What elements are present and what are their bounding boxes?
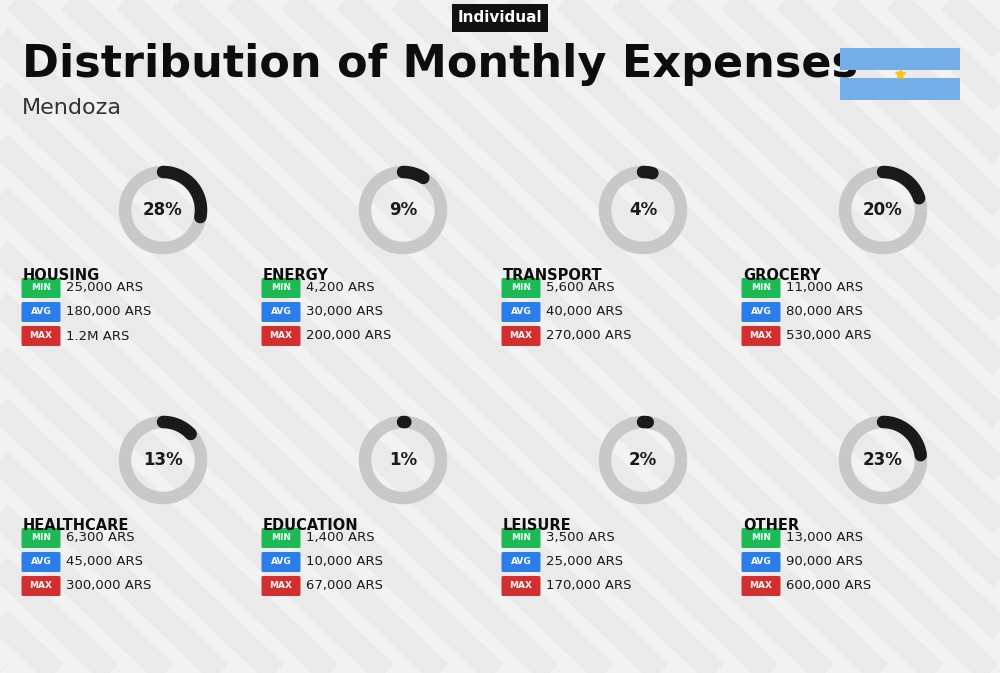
Text: 4,200 ARS: 4,200 ARS: [306, 281, 375, 295]
Text: AVG: AVG: [751, 308, 771, 316]
Text: HOUSING: HOUSING: [23, 268, 100, 283]
Text: 3,500 ARS: 3,500 ARS: [546, 532, 615, 544]
FancyBboxPatch shape: [742, 552, 780, 572]
Text: MAX: MAX: [750, 581, 772, 590]
Text: MIN: MIN: [751, 534, 771, 542]
Text: 90,000 ARS: 90,000 ARS: [786, 555, 863, 569]
FancyBboxPatch shape: [22, 302, 60, 322]
Text: 23%: 23%: [863, 451, 903, 469]
FancyBboxPatch shape: [502, 528, 540, 548]
Text: Distribution of Monthly Expenses: Distribution of Monthly Expenses: [22, 44, 858, 87]
FancyBboxPatch shape: [742, 528, 780, 548]
Text: AVG: AVG: [31, 308, 51, 316]
Text: GROCERY: GROCERY: [743, 268, 821, 283]
FancyBboxPatch shape: [502, 576, 540, 596]
Text: 30,000 ARS: 30,000 ARS: [306, 306, 383, 318]
Text: 28%: 28%: [143, 201, 183, 219]
Text: MIN: MIN: [31, 283, 51, 293]
Text: AVG: AVG: [511, 308, 531, 316]
Text: OTHER: OTHER: [743, 518, 799, 533]
FancyBboxPatch shape: [262, 326, 300, 346]
Text: 1.2M ARS: 1.2M ARS: [66, 330, 129, 343]
Text: LEISURE: LEISURE: [503, 518, 572, 533]
Text: ENERGY: ENERGY: [263, 268, 329, 283]
Text: 530,000 ARS: 530,000 ARS: [786, 330, 872, 343]
Text: MIN: MIN: [511, 534, 531, 542]
Text: MAX: MAX: [750, 332, 772, 341]
Text: 1,400 ARS: 1,400 ARS: [306, 532, 375, 544]
FancyBboxPatch shape: [22, 326, 60, 346]
FancyBboxPatch shape: [502, 326, 540, 346]
FancyBboxPatch shape: [742, 278, 780, 298]
FancyBboxPatch shape: [840, 78, 960, 100]
Text: AVG: AVG: [511, 557, 531, 567]
FancyBboxPatch shape: [502, 552, 540, 572]
Text: 170,000 ARS: 170,000 ARS: [546, 579, 632, 592]
Text: MIN: MIN: [271, 534, 291, 542]
FancyBboxPatch shape: [742, 302, 780, 322]
Text: MAX: MAX: [30, 581, 52, 590]
Text: 9%: 9%: [389, 201, 417, 219]
Text: AVG: AVG: [271, 557, 291, 567]
Text: AVG: AVG: [31, 557, 51, 567]
FancyBboxPatch shape: [22, 528, 60, 548]
FancyBboxPatch shape: [840, 48, 960, 70]
FancyBboxPatch shape: [22, 278, 60, 298]
Text: MAX: MAX: [30, 332, 52, 341]
FancyBboxPatch shape: [742, 326, 780, 346]
FancyBboxPatch shape: [262, 302, 300, 322]
Text: 40,000 ARS: 40,000 ARS: [546, 306, 623, 318]
Text: 4%: 4%: [629, 201, 657, 219]
Text: 300,000 ARS: 300,000 ARS: [66, 579, 151, 592]
Text: 25,000 ARS: 25,000 ARS: [546, 555, 623, 569]
Text: AVG: AVG: [751, 557, 771, 567]
FancyBboxPatch shape: [742, 576, 780, 596]
Text: 13,000 ARS: 13,000 ARS: [786, 532, 863, 544]
Text: 180,000 ARS: 180,000 ARS: [66, 306, 151, 318]
Text: 270,000 ARS: 270,000 ARS: [546, 330, 632, 343]
FancyBboxPatch shape: [262, 552, 300, 572]
Text: 67,000 ARS: 67,000 ARS: [306, 579, 383, 592]
Text: MAX: MAX: [510, 581, 532, 590]
Text: MAX: MAX: [270, 332, 292, 341]
FancyBboxPatch shape: [262, 278, 300, 298]
Text: MIN: MIN: [751, 283, 771, 293]
FancyBboxPatch shape: [22, 576, 60, 596]
Text: 1%: 1%: [389, 451, 417, 469]
FancyBboxPatch shape: [502, 302, 540, 322]
Text: EDUCATION: EDUCATION: [263, 518, 359, 533]
Text: 45,000 ARS: 45,000 ARS: [66, 555, 143, 569]
FancyBboxPatch shape: [22, 552, 60, 572]
FancyBboxPatch shape: [262, 528, 300, 548]
Text: MIN: MIN: [31, 534, 51, 542]
Text: MAX: MAX: [510, 332, 532, 341]
Text: Mendoza: Mendoza: [22, 98, 122, 118]
Text: 13%: 13%: [143, 451, 183, 469]
Text: HEALTHCARE: HEALTHCARE: [23, 518, 129, 533]
FancyBboxPatch shape: [262, 576, 300, 596]
Text: Individual: Individual: [458, 11, 542, 26]
Text: 80,000 ARS: 80,000 ARS: [786, 306, 863, 318]
FancyBboxPatch shape: [502, 278, 540, 298]
Text: MAX: MAX: [270, 581, 292, 590]
Text: 5,600 ARS: 5,600 ARS: [546, 281, 615, 295]
Text: 600,000 ARS: 600,000 ARS: [786, 579, 871, 592]
Text: 20%: 20%: [863, 201, 903, 219]
Text: AVG: AVG: [271, 308, 291, 316]
Text: TRANSPORT: TRANSPORT: [503, 268, 603, 283]
Text: 2%: 2%: [629, 451, 657, 469]
Text: MIN: MIN: [511, 283, 531, 293]
Text: 10,000 ARS: 10,000 ARS: [306, 555, 383, 569]
Text: 200,000 ARS: 200,000 ARS: [306, 330, 391, 343]
Text: 11,000 ARS: 11,000 ARS: [786, 281, 863, 295]
Text: 25,000 ARS: 25,000 ARS: [66, 281, 143, 295]
Text: 6,300 ARS: 6,300 ARS: [66, 532, 135, 544]
Text: MIN: MIN: [271, 283, 291, 293]
